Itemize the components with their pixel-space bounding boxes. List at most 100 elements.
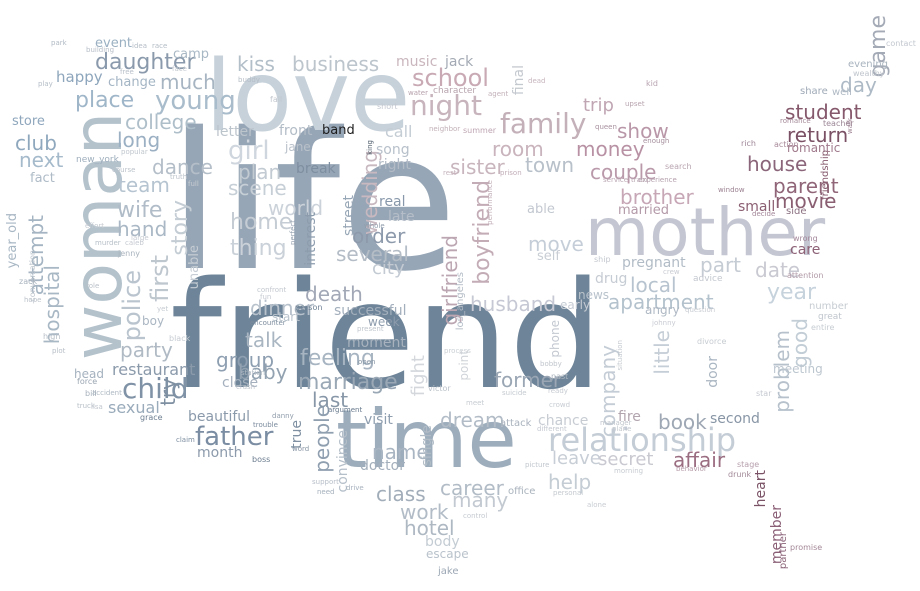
word-daughter: daughter: [95, 50, 196, 75]
word-los-angeles: los_angeles: [455, 272, 466, 331]
word-stage: stage: [737, 460, 760, 469]
word-first: first: [146, 255, 174, 302]
word-zack: zack: [19, 277, 38, 286]
word-restaurant: restaurant: [112, 360, 196, 379]
word-interest: interest: [303, 212, 319, 266]
word-apartment: apartment: [608, 290, 714, 314]
word-town: town: [525, 153, 575, 177]
word-police: police: [118, 270, 146, 342]
word-share: share: [800, 86, 828, 97]
word-relationship: relationship: [548, 421, 737, 459]
word-office: office: [508, 486, 536, 497]
word-jenny: jenny: [118, 249, 141, 258]
word-right: right: [378, 157, 411, 173]
word-door: door: [705, 356, 721, 388]
word-moment: moment: [347, 335, 406, 351]
word-boss: boss: [252, 455, 271, 464]
word-single: single: [419, 425, 435, 467]
word-name: name: [372, 440, 429, 464]
word-performance: performance: [486, 180, 494, 225]
word-race: race: [152, 42, 168, 50]
word-personal: personal: [553, 489, 584, 497]
word-alone: alone: [587, 501, 607, 509]
word-crew: crew: [663, 268, 680, 276]
word-search: search: [665, 162, 692, 171]
word-evening: evening: [848, 59, 889, 70]
word-marriage: marriage: [298, 370, 398, 395]
word-station: station: [241, 369, 266, 377]
word-head: head: [74, 367, 104, 381]
word-enough: enough: [643, 137, 670, 145]
word-perfect: perfect: [289, 220, 297, 245]
word-bill: bill: [85, 389, 97, 398]
word-happy: happy: [56, 68, 103, 86]
word-movie: movie: [775, 189, 837, 213]
word-local: local: [630, 273, 677, 297]
word-date: date: [755, 258, 801, 282]
word-fact: fact: [30, 171, 55, 186]
word-career: career: [440, 476, 504, 500]
word-play: play: [38, 80, 53, 88]
word-star: star: [756, 389, 772, 398]
word-attention: attention: [787, 271, 824, 280]
word-bobby: bobby: [540, 360, 562, 368]
word-need: need: [317, 488, 335, 496]
word-face: face: [172, 65, 187, 73]
word-girl: girl: [228, 136, 270, 166]
word-late: late: [388, 209, 415, 225]
word-king: king: [366, 140, 374, 155]
word-mother: mother: [585, 194, 826, 271]
word-city: city: [372, 258, 405, 279]
word-sister: sister: [450, 155, 505, 179]
word-experience: experience: [638, 176, 677, 184]
word-work: work: [400, 500, 449, 524]
word-night: night: [410, 89, 483, 122]
word-meet: meet: [466, 399, 485, 407]
word-event: event: [95, 36, 133, 51]
word-question: question: [685, 306, 716, 314]
word-secret: secret: [598, 449, 654, 470]
word-home: home: [230, 210, 293, 235]
word-married: married: [618, 203, 669, 218]
word-attack: attack: [500, 418, 532, 429]
word-claim: claim: [176, 436, 195, 444]
word-fall: fall: [270, 95, 283, 104]
word-news: news: [578, 288, 610, 302]
word-summer: summer: [463, 126, 497, 135]
word-people: people: [310, 405, 334, 473]
word-decide: decide: [752, 210, 776, 218]
word-world: world: [268, 196, 324, 220]
word-self: self: [537, 249, 560, 264]
word-show: show: [617, 119, 669, 143]
word-idea: idea: [132, 42, 147, 50]
word-yet: yet: [157, 305, 169, 313]
word-escape: escape: [426, 547, 469, 561]
word-death: death: [305, 282, 363, 306]
word-next: next: [19, 148, 64, 172]
word-real: real: [379, 194, 406, 210]
word-drug: drug: [595, 271, 628, 287]
word-house: house: [747, 152, 808, 176]
word-year: year: [767, 280, 817, 305]
word-young: young: [155, 86, 236, 116]
word-sexual: sexual: [108, 398, 160, 417]
word-wrong: wrong: [793, 234, 818, 243]
word-train: train: [631, 176, 648, 184]
word-role: role: [86, 282, 100, 290]
word-plane: plane: [612, 425, 632, 433]
word-danny: danny: [272, 412, 294, 420]
word-fun: fun: [260, 293, 272, 301]
word-new-york: new_york: [76, 155, 119, 165]
word-kiss: kiss: [237, 52, 275, 76]
word-book: book: [658, 410, 707, 434]
word-help: help: [548, 470, 592, 494]
word-band: band: [322, 123, 355, 138]
word-chance: chance: [538, 413, 589, 429]
word-pregnant: pregnant: [622, 255, 686, 271]
word-manager: manager: [600, 419, 632, 427]
word-heart: heart: [753, 470, 769, 508]
word-try: try: [156, 378, 180, 406]
word-window: window: [718, 186, 745, 194]
word-plot: plot: [52, 347, 66, 355]
